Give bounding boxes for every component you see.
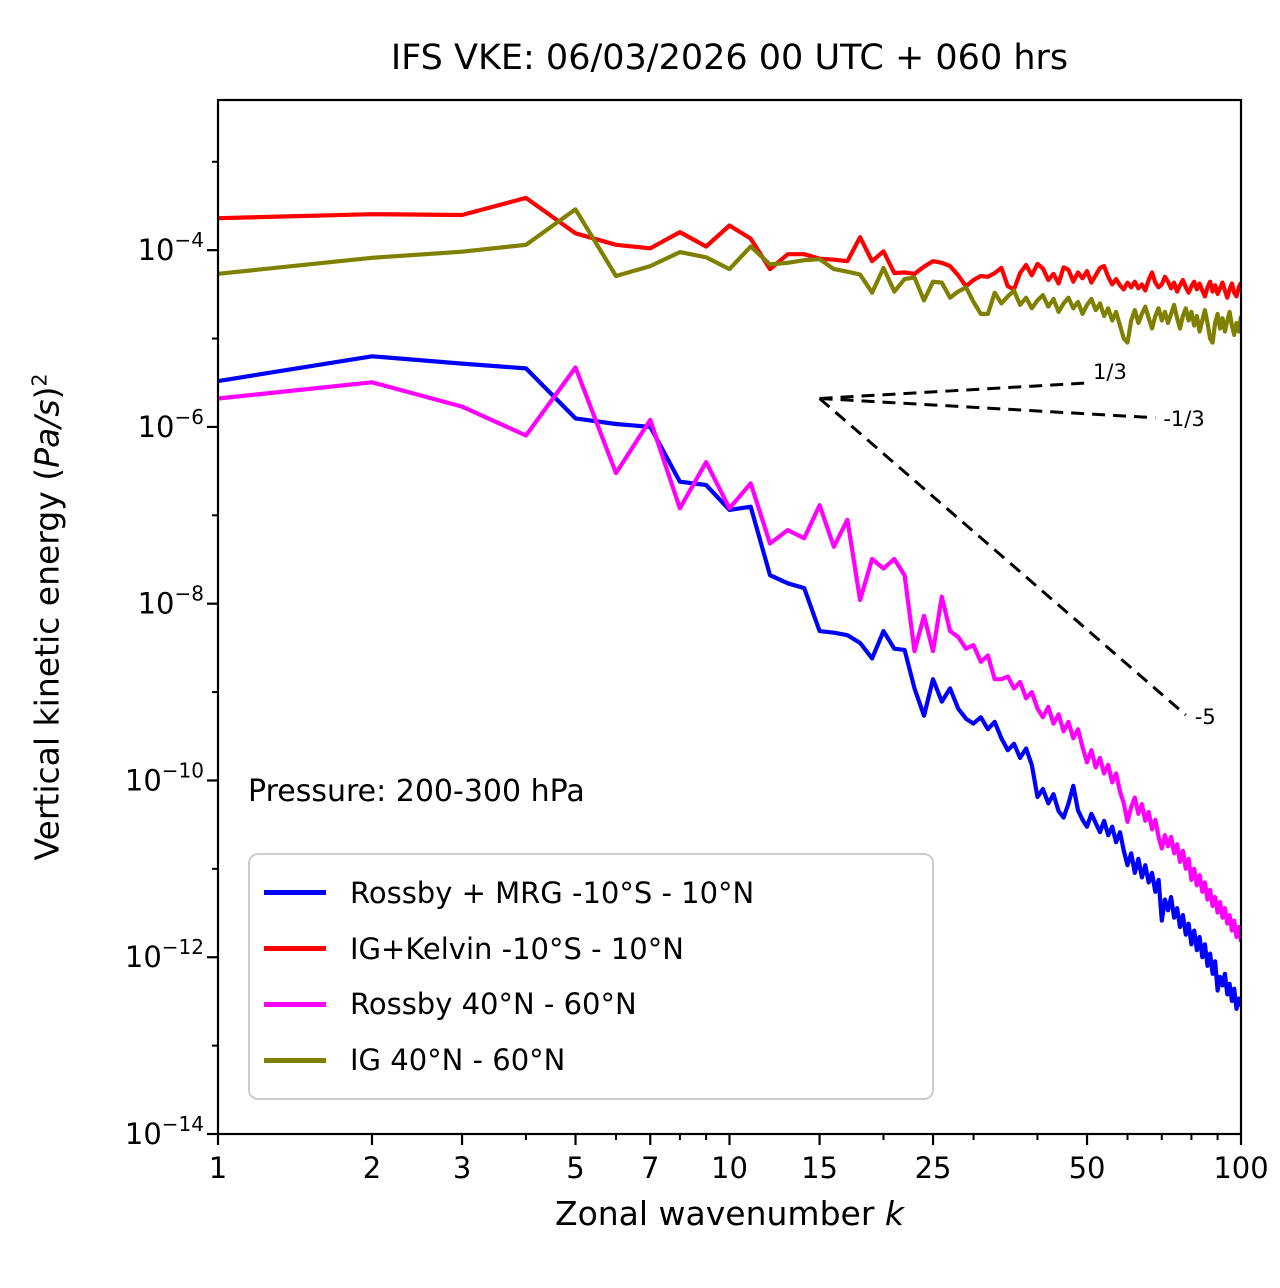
y-axis-label-exponent: 2 <box>27 373 52 387</box>
chart-legend: Rossby + MRG -10°S - 10°N IG+Kelvin -10°… <box>248 853 934 1100</box>
axes-frame <box>216 98 1243 1136</box>
x-tick-label: 5 <box>566 1151 584 1185</box>
legend-label: IG 40°N - 60°N <box>350 1043 566 1078</box>
reference-slope-line <box>818 397 1187 717</box>
x-tick-label: 15 <box>801 1151 838 1185</box>
legend-item-rossby-midlat: Rossby 40°N - 60°N <box>264 980 922 1028</box>
x-axis-label-symbol: k <box>884 1194 905 1233</box>
x-tick-label: 10 <box>711 1151 748 1185</box>
series-ig-midlat <box>218 207 1241 345</box>
legend-line-olive-icon <box>264 1057 326 1063</box>
y-axis-label-text: Vertical kinetic energy ( <box>27 467 67 861</box>
series-ig-kelvin-tropics <box>218 195 1241 300</box>
legend-item-ig-kelvin-tropics: IG+Kelvin -10°S - 10°N <box>264 925 922 973</box>
y-tick-label: 10−14 <box>125 1112 204 1151</box>
reference-slope-line <box>819 381 1088 400</box>
series-group <box>218 195 1241 1011</box>
legend-line-blue-icon <box>264 890 326 896</box>
legend-label: Rossby + MRG -10°S - 10°N <box>350 875 755 910</box>
series-rossby-midlat <box>218 365 1241 943</box>
x-tick-label: 3 <box>453 1151 471 1185</box>
legend-line-magenta-icon <box>264 1001 326 1007</box>
x-tick-label: 50 <box>1069 1151 1106 1185</box>
reference-slope-label: -5 <box>1195 705 1216 729</box>
y-axis-label: Vertical kinetic energy (Pa/s)2 <box>28 374 67 861</box>
reference-slope-line <box>819 396 1156 420</box>
legend-item-rossby-mrg-tropics: Rossby + MRG -10°S - 10°N <box>264 869 922 917</box>
series-rossby-mrg-tropics <box>218 354 1241 1011</box>
y-axis-label-units: Pa/s <box>27 399 67 468</box>
x-tick-label: 2 <box>363 1151 381 1185</box>
y-tick-label: 10−12 <box>125 935 204 974</box>
legend-label: Rossby 40°N - 60°N <box>350 987 637 1022</box>
x-tick-label: 100 <box>1213 1151 1268 1185</box>
y-axis-label-paren: ) <box>27 386 67 400</box>
legend-label: IG+Kelvin -10°S - 10°N <box>350 931 684 966</box>
x-tick-label: 25 <box>915 1151 952 1185</box>
y-tick-label: 10−10 <box>125 758 204 797</box>
y-tick-label: 10−4 <box>138 228 204 267</box>
x-tick-label: 7 <box>641 1151 659 1185</box>
pressure-annotation: Pressure: 200-300 hPa <box>248 774 585 809</box>
y-tick-label: 10−8 <box>138 582 204 621</box>
reference-slope-label: 1/3 <box>1093 360 1127 384</box>
legend-line-red-icon <box>264 946 326 952</box>
x-tick-label: 1 <box>209 1151 227 1185</box>
y-tick-label: 10−6 <box>138 405 204 444</box>
x-axis-label-text: Zonal wavenumber <box>554 1194 885 1233</box>
legend-item-ig-midlat: IG 40°N - 60°N <box>264 1036 922 1084</box>
reference-slope-label: -1/3 <box>1163 407 1204 431</box>
chart-title: IFS VKE: 06/03/2026 00 UTC + 060 hrs <box>390 38 1069 78</box>
x-axis-label: Zonal wavenumber k <box>218 1194 1241 1233</box>
